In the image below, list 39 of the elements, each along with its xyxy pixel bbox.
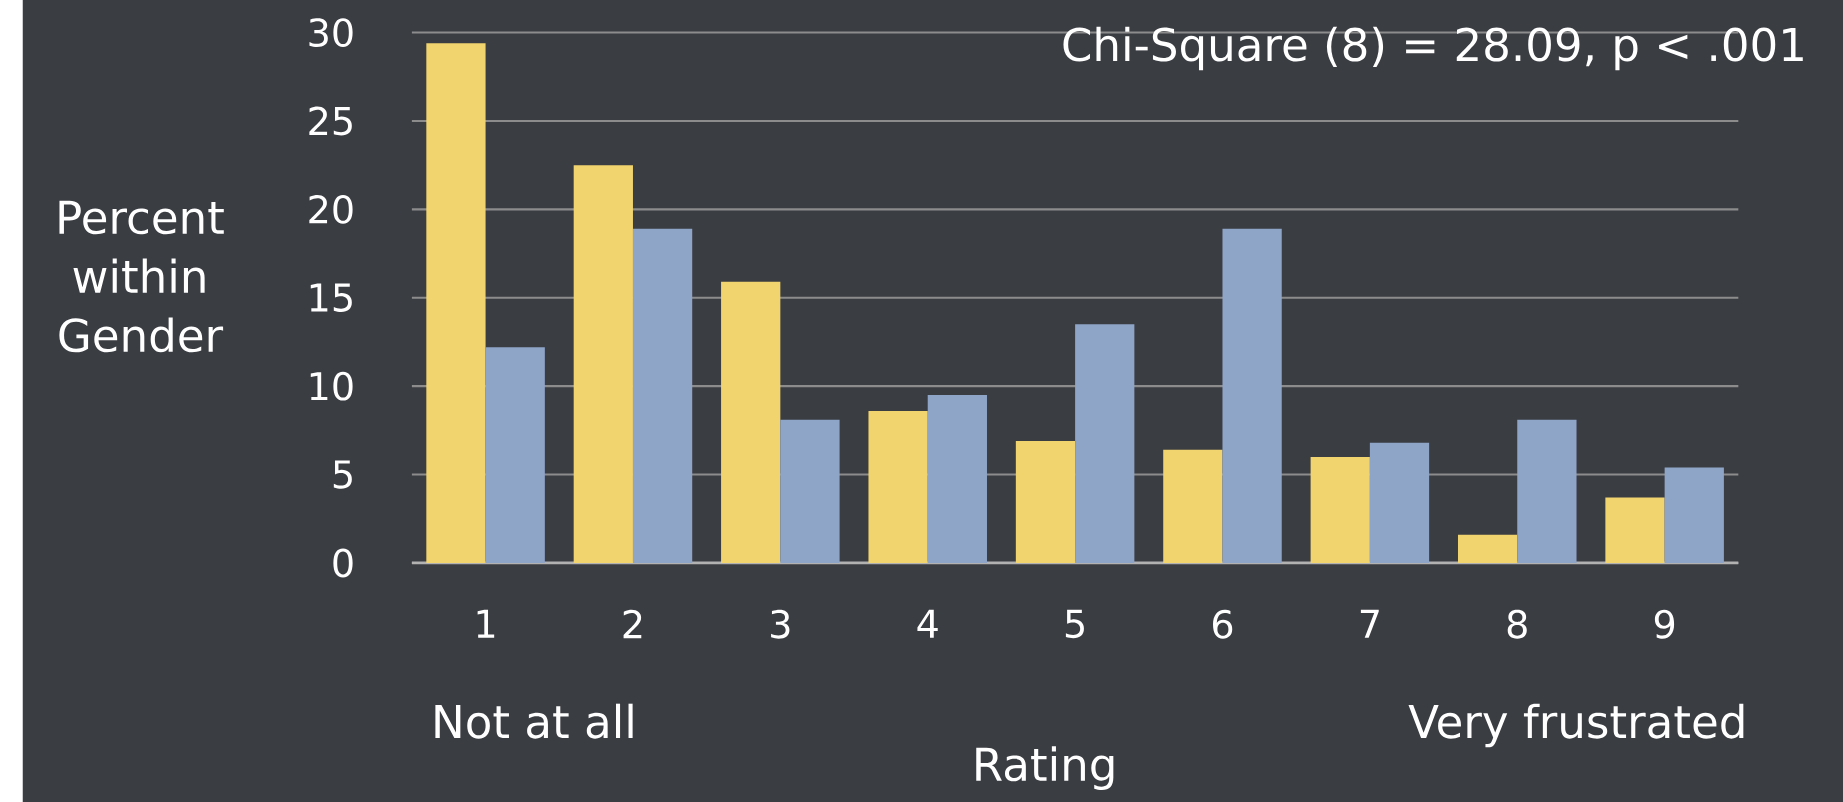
x-tick-label: 6 [1213,609,1233,639]
bar [1163,449,1223,563]
bar [1075,324,1135,563]
y-axis-title: Percent within Gender [59,200,224,353]
y-tick-label: 15 [310,283,352,312]
bar [868,410,928,563]
bar [426,43,486,563]
x-tick-label: 4 [917,609,938,638]
bar [1310,456,1370,563]
bar [927,395,987,563]
bar [1664,467,1724,563]
x-tick-label: 7 [1360,609,1379,638]
bar [573,165,633,563]
y-tick-label: 30 [309,18,353,48]
x-tick-label: 3 [771,609,790,639]
bar [1369,442,1430,563]
bar [1605,497,1665,563]
y-tick-label: 0 [333,548,353,578]
bar [780,419,840,563]
x-tick-label: 9 [1654,609,1675,639]
x-tick-label: 2 [623,609,642,639]
bar [1015,440,1076,563]
bar [1457,534,1518,563]
x-tick-label: 1 [477,609,495,638]
bar [485,347,545,563]
x-tick-label: 5 [1065,609,1084,639]
y-tick-label: 25 [309,106,352,136]
x-tick-label: 8 [1507,609,1527,639]
y-tick-label: 10 [310,371,353,401]
bar [721,281,781,563]
text: Not at all [435,703,633,739]
annotation: Chi-Square (8) = 28.09, p < .001 [1063,26,1803,71]
bar [632,228,693,563]
x-axis-title: Rating [976,746,1114,791]
bar [1222,228,1282,563]
y-tick-label: 20 [309,194,353,224]
bar [1517,419,1577,563]
y-tick-label: 5 [333,460,352,489]
text: Very frustrated [1408,703,1744,748]
